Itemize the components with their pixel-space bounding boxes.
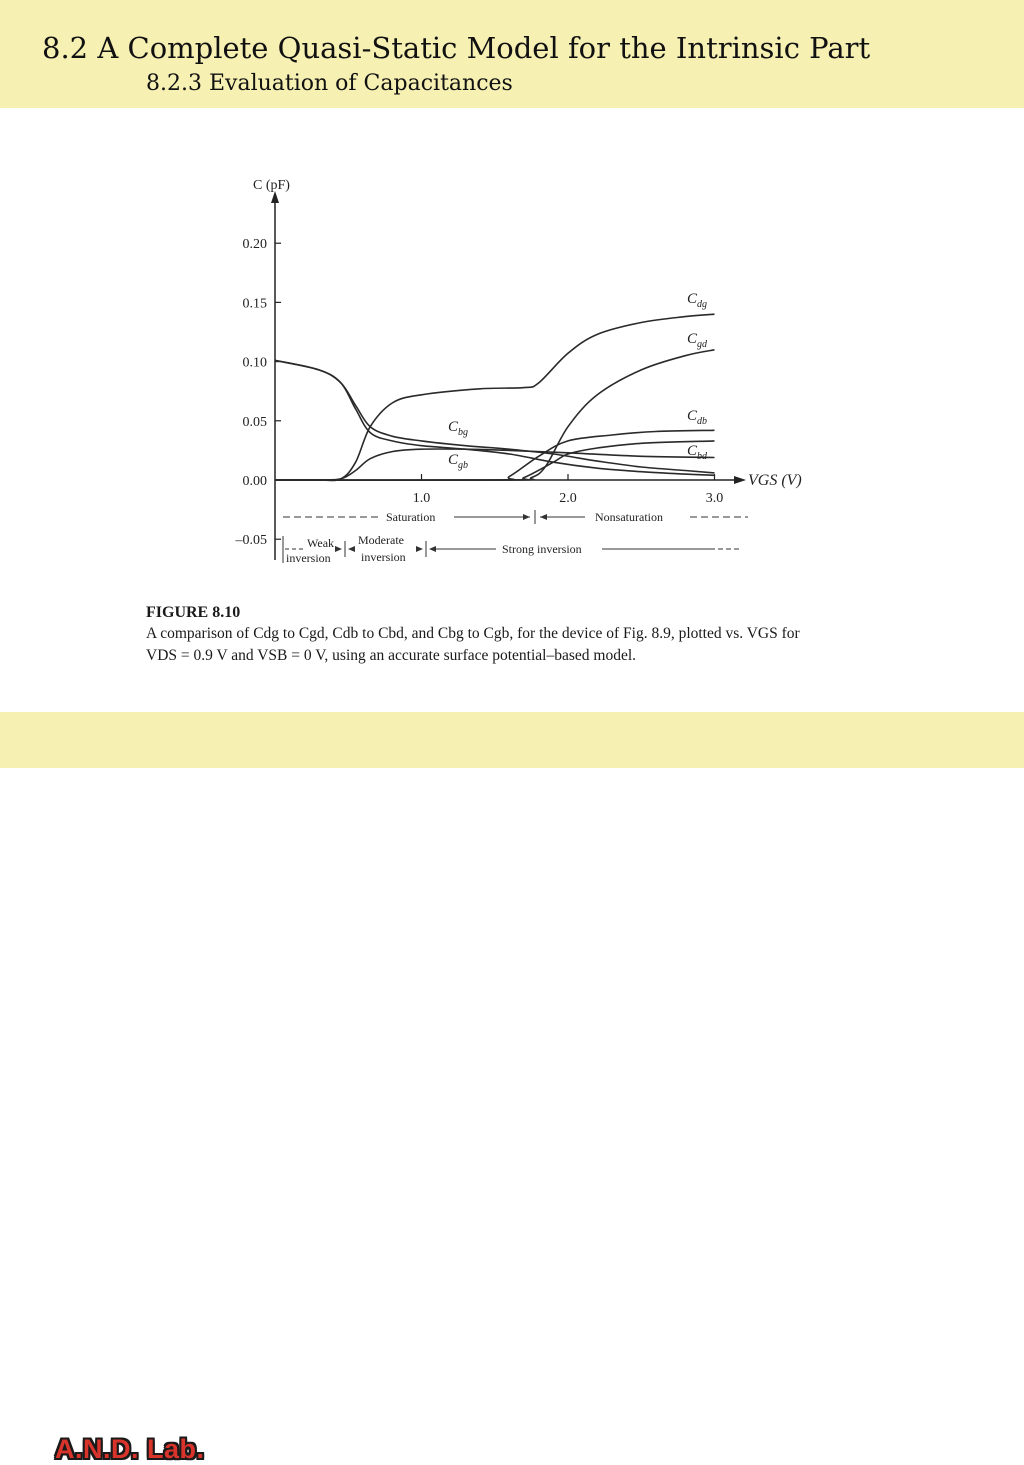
y-tick-label: 0.05 xyxy=(243,415,268,430)
series-line-cgb xyxy=(274,359,715,477)
slide-header: 8.2 A Complete Quasi-Static Model for th… xyxy=(0,0,1024,108)
y-axis-label: C (pF) xyxy=(253,178,290,193)
strong-inversion-label: Strong inversion xyxy=(502,542,582,556)
x-ticks: 1.0 2.0 3.0 xyxy=(413,474,724,506)
weak-inversion-label: inversion xyxy=(286,551,331,565)
y-tick-label: 0.20 xyxy=(243,237,268,252)
slide-title: 8.2 A Complete Quasi-Static Model for th… xyxy=(42,31,871,65)
y-tick-label: 0.00 xyxy=(243,474,268,489)
series-line-cgd xyxy=(274,349,715,481)
saturation-label: Saturation xyxy=(386,510,435,524)
series-label-cbd: Cbd xyxy=(687,443,708,462)
x-axis-arrow-icon xyxy=(734,476,746,484)
nonsaturation-label: Nonsaturation xyxy=(595,510,663,524)
weak-arrow-icon xyxy=(335,546,342,552)
figure-label: FIGURE 8.10 xyxy=(146,604,241,621)
series-line-cdg xyxy=(274,313,715,482)
weak-label: Weak xyxy=(307,536,334,550)
saturation-arrow-icon xyxy=(523,514,530,520)
series-label-cdg: Cdg xyxy=(687,291,707,310)
series-label-cgb: Cgb xyxy=(448,452,468,471)
figure-caption-line-1: A comparison of Cdg to Cgd, Cdb to Cbd, … xyxy=(146,625,800,642)
series-label-cdb: Cdb xyxy=(687,408,707,427)
capacitance-chart: C (pF) VGS (V) 0.20 0.15 0.10 0.05 0.00 –0.05… xyxy=(235,178,802,565)
y-ticks: 0.20 0.15 0.10 0.05 0.00 –0.05 xyxy=(235,237,281,548)
y-tick-label: 0.15 xyxy=(243,296,268,311)
y-axis-arrow-icon xyxy=(271,191,279,203)
series-label-cgd: Cgd xyxy=(687,331,708,350)
y-tick-label: –0.05 xyxy=(235,533,268,548)
series-label-cbg: Cbg xyxy=(448,419,468,438)
moderate-inversion-label: inversion xyxy=(361,550,406,564)
figure-caption-line-2: VDS = 0.9 V and VSB = 0 V, using an accu… xyxy=(146,647,637,664)
moderate-arrow-right-icon xyxy=(416,546,423,552)
x-tick-label: 1.0 xyxy=(413,491,431,506)
slide-footer: A.N.D. Lab. xyxy=(0,712,1024,1464)
moderate-label: Moderate xyxy=(358,533,404,547)
strong-arrow-icon xyxy=(429,546,436,552)
y-tick-label: 0.10 xyxy=(243,356,268,371)
lab-logo: A.N.D. Lab. xyxy=(55,1434,205,1464)
slide-subtitle: 8.2.3 Evaluation of Capacitances xyxy=(146,71,513,96)
series-line-cbd xyxy=(274,440,715,481)
operating-regions: Saturation Nonsaturation Weak inversion … xyxy=(282,510,748,565)
x-tick-label: 2.0 xyxy=(559,491,577,506)
series-lines xyxy=(274,313,715,482)
x-tick-label: 3.0 xyxy=(706,491,724,506)
series-line-unlabeled-6 xyxy=(274,448,715,481)
chart-axes xyxy=(271,191,746,560)
moderate-arrow-icon xyxy=(348,546,355,552)
x-axis-label: VGS (V) xyxy=(748,472,802,489)
